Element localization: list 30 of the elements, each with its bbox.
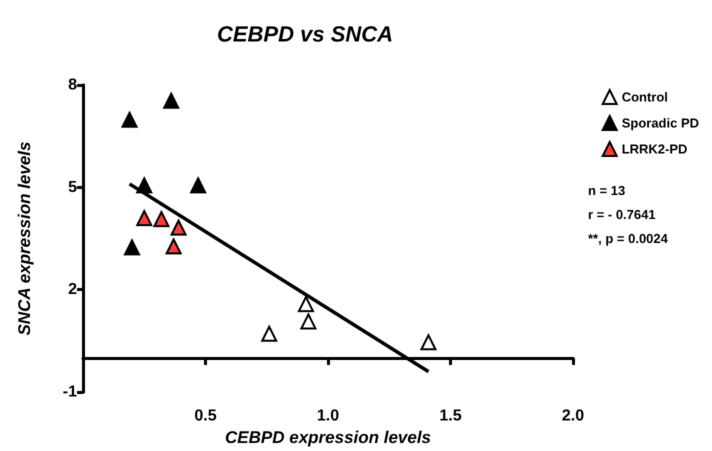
point (136, 210, 152, 226)
x-axis-title: CEBPD expression levels (225, 428, 431, 447)
x-tick-label: 2.0 (562, 408, 584, 425)
x-tick-label: 1.0 (316, 408, 340, 425)
point (153, 211, 170, 228)
point (122, 112, 138, 128)
point (166, 238, 182, 254)
y-axis-title: SNCA expression levels (15, 142, 34, 336)
legend-label: Control (622, 90, 668, 104)
point (420, 334, 436, 350)
legend-label: Sporadic PD (622, 116, 699, 130)
y-tick-label: -1 (62, 384, 78, 401)
point (300, 313, 316, 330)
y-tick-label: 5 (68, 178, 78, 196)
text: r = - 0.7641 (588, 207, 656, 222)
y-tick-label: 8 (68, 76, 78, 94)
point (163, 92, 180, 109)
point (170, 220, 187, 236)
y-tick-label: 2 (68, 281, 78, 298)
point (261, 326, 278, 342)
point (136, 177, 152, 194)
legend-label: LRRK2-PD (622, 142, 688, 156)
point (298, 296, 314, 312)
chart-title: CEBPD vs SNCA (216, 22, 394, 46)
text: **, p = 0.0024 (588, 231, 669, 246)
point (124, 239, 140, 256)
x-tick-label: 1.5 (439, 408, 462, 425)
x-tick-label: 0.5 (194, 408, 217, 425)
text: n = 13 (588, 183, 626, 198)
point (190, 177, 206, 194)
